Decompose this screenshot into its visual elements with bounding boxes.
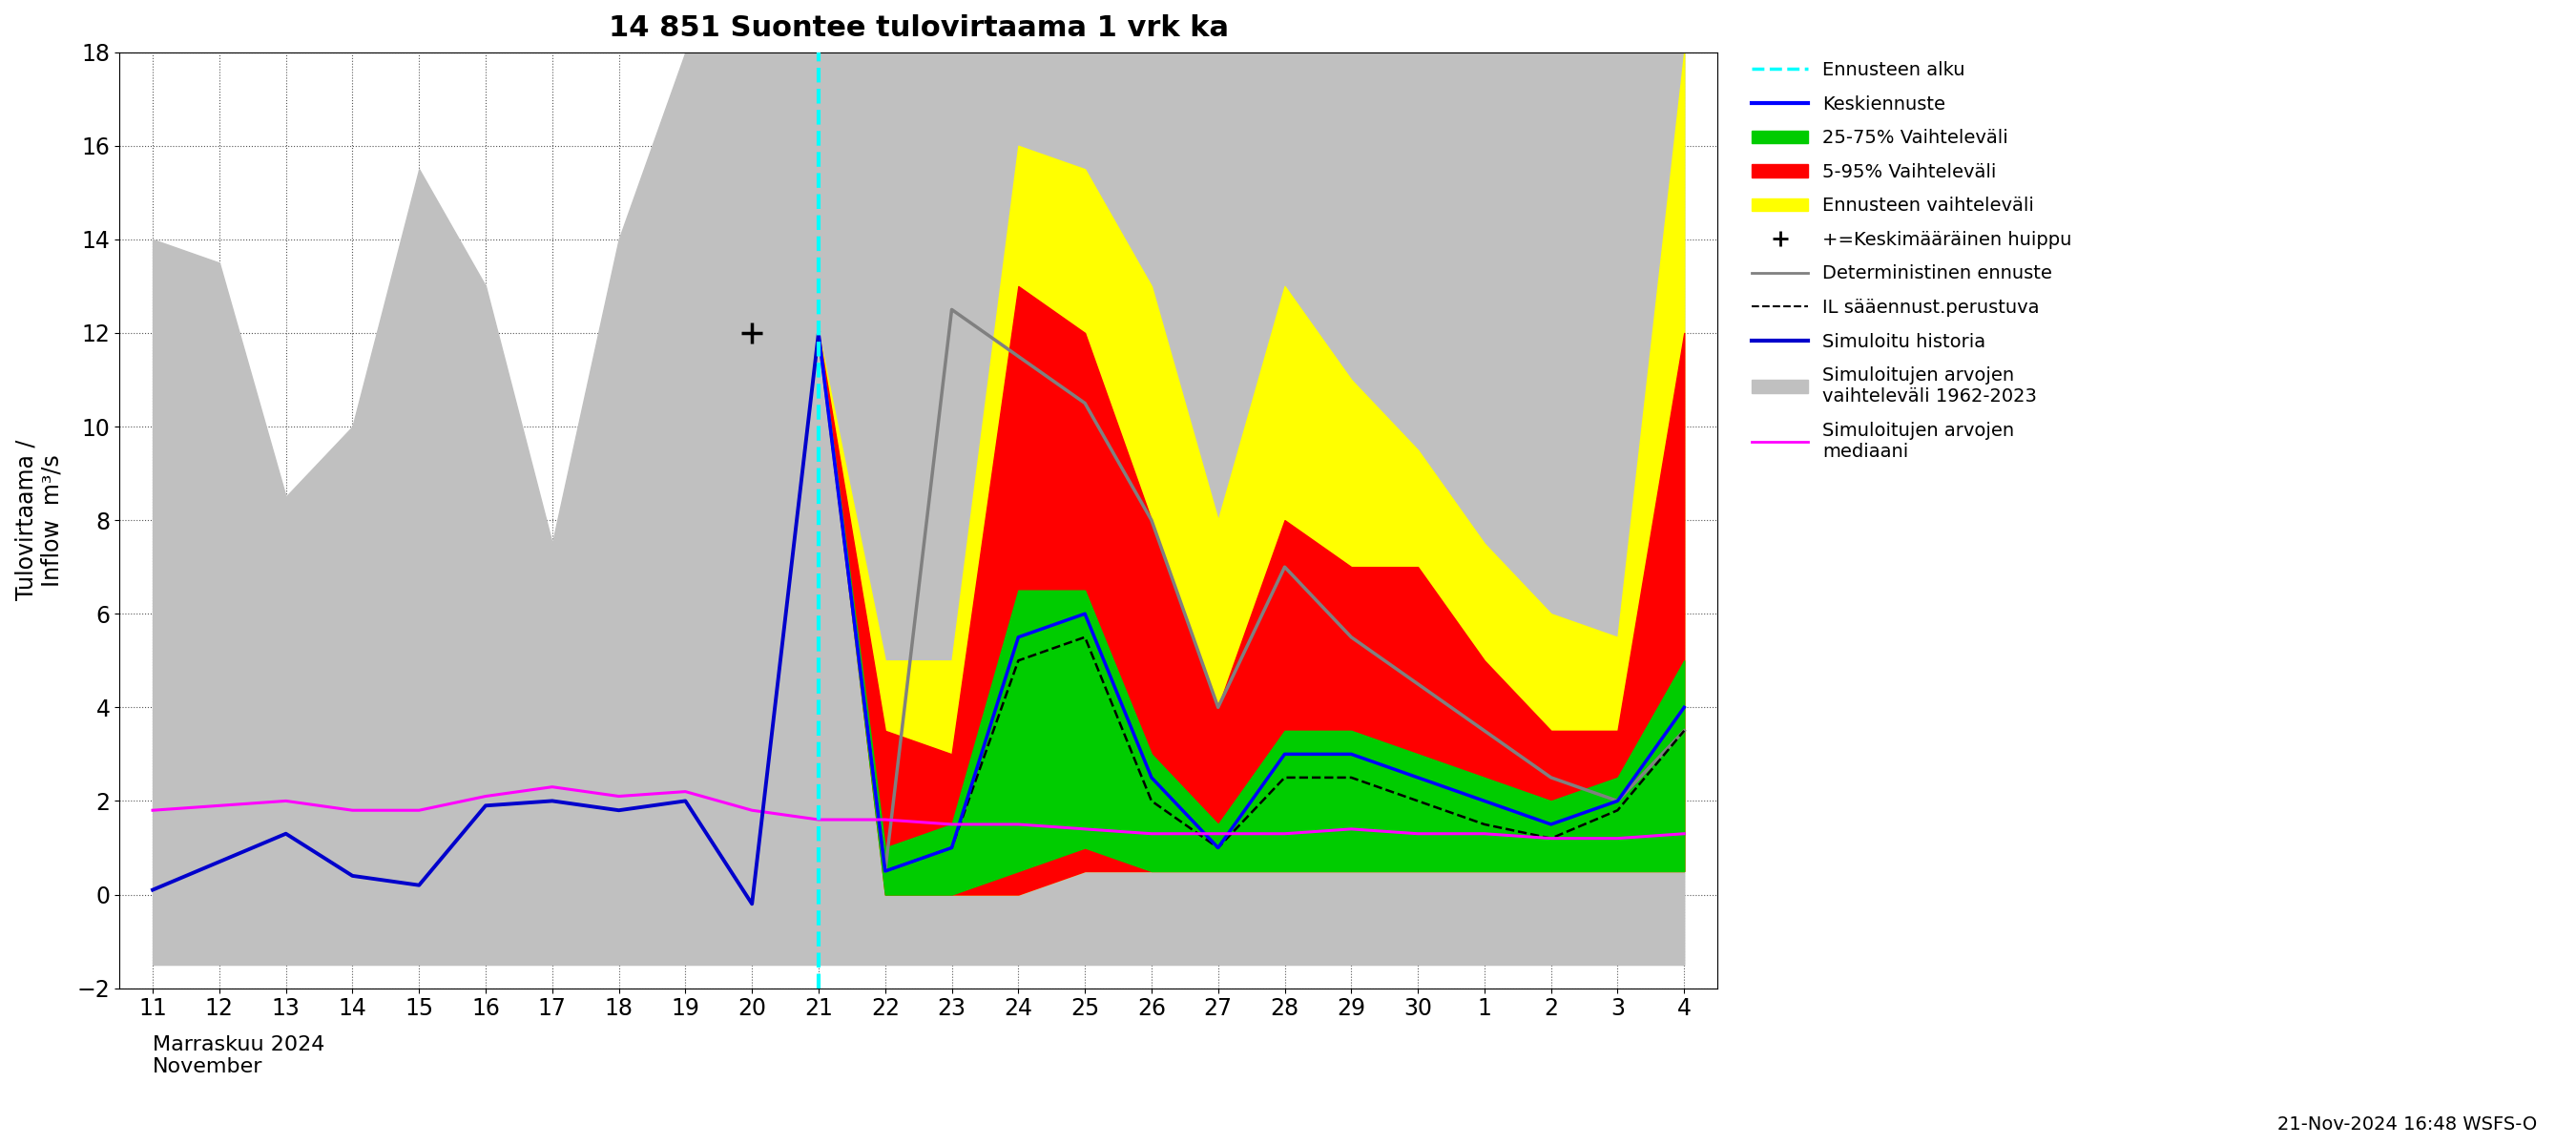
Y-axis label: Tulovirtaama /
Inflow  m³/s: Tulovirtaama / Inflow m³/s: [15, 440, 64, 600]
Text: Marraskuu 2024
November: Marraskuu 2024 November: [152, 1035, 325, 1076]
Title: 14 851 Suontee tulovirtaama 1 vrk ka: 14 851 Suontee tulovirtaama 1 vrk ka: [608, 14, 1229, 42]
Text: 21-Nov-2024 16:48 WSFS-O: 21-Nov-2024 16:48 WSFS-O: [2277, 1115, 2537, 1134]
Legend: Ennusteen alku, Keskiennuste, 25-75% Vaihteleväli, 5-95% Vaihteleväli, Ennusteen: Ennusteen alku, Keskiennuste, 25-75% Vai…: [1744, 52, 2081, 469]
